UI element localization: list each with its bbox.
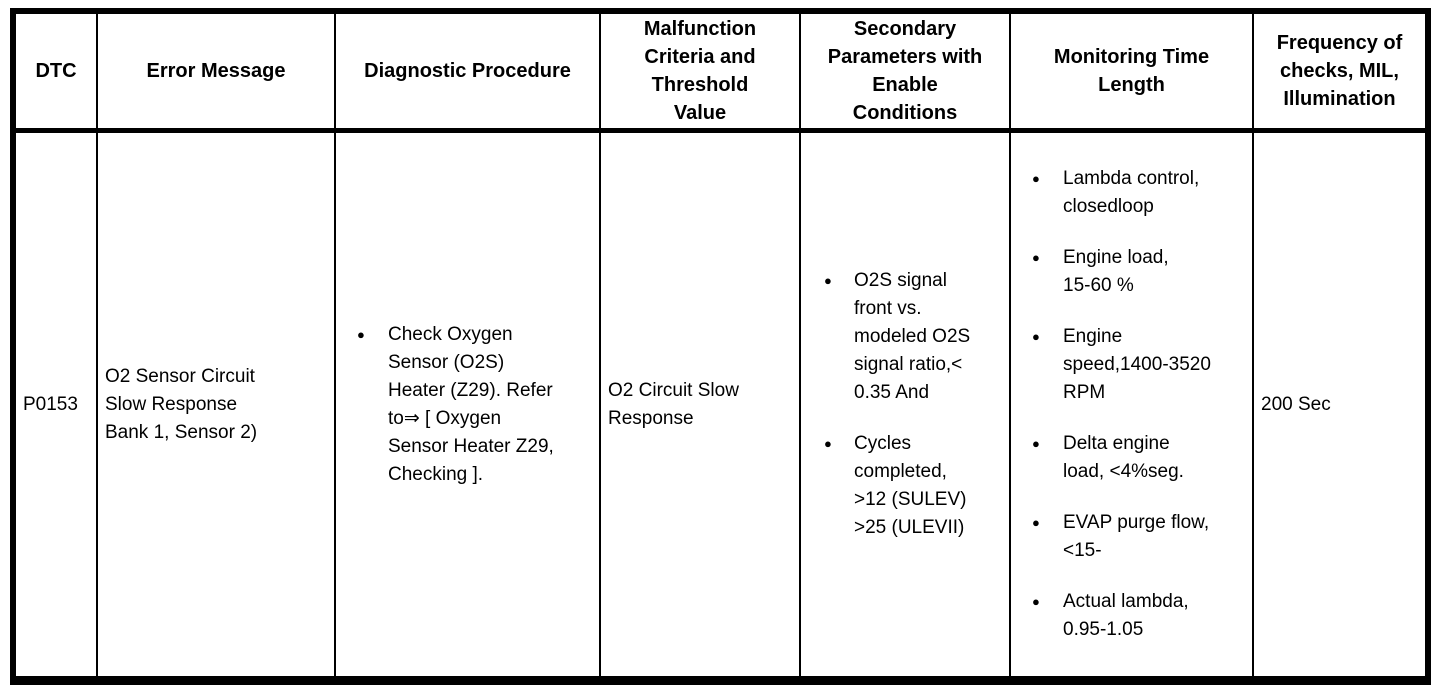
bullet-icon: ● <box>824 273 832 288</box>
list-item: ● Engine speed,1400-3520 RPM <box>1013 323 1248 407</box>
table-data-row: P0153 O2 Sensor Circuit Slow Response Ba… <box>16 133 1425 676</box>
list-item: ● Actual lambda, 0.95-1.05 <box>1013 588 1248 644</box>
list-item-text: Engine speed,1400-3520 RPM <box>1063 326 1211 403</box>
list-item: ● Cycles completed, >12 (SULEV) >25 (ULE… <box>803 430 1005 542</box>
header-error-message: Error Message <box>98 14 336 128</box>
cell-diagnostic-procedure: ● Check Oxygen Sensor (O2S) Heater (Z29)… <box>336 133 601 676</box>
list-item: ● Check Oxygen Sensor (O2S) Heater (Z29)… <box>338 321 595 489</box>
cell-malfunction-criteria: O2 Circuit Slow Response <box>601 133 801 676</box>
diagnostic-trouble-code-table: DTC Error Message Diagnostic Procedure M… <box>10 8 1431 685</box>
cell-monitoring-time: ● Lambda control, closedloop ● Engine lo… <box>1011 133 1254 676</box>
bullet-icon: ● <box>824 436 832 451</box>
list-item: ● Engine load, 15-60 % <box>1013 244 1248 300</box>
cell-dtc-code: P0153 <box>16 133 98 676</box>
list-item: ● Delta engine load, <4%seg. <box>1013 430 1248 486</box>
list-item-text: Engine load, 15-60 % <box>1063 247 1169 296</box>
list-item-text: Cycles completed, >12 (SULEV) >25 (ULEVI… <box>854 433 967 538</box>
list-item-text: Lambda control, closedloop <box>1063 168 1200 217</box>
cell-error-message: O2 Sensor Circuit Slow Response Bank 1, … <box>98 133 336 676</box>
bullet-icon: ● <box>1032 329 1040 344</box>
header-diagnostic-procedure: Diagnostic Procedure <box>336 14 601 128</box>
cell-secondary-parameters: ● O2S signal front vs. modeled O2S signa… <box>801 133 1011 676</box>
table-header-row: DTC Error Message Diagnostic Procedure M… <box>16 14 1425 133</box>
bullet-icon: ● <box>1032 250 1040 265</box>
header-frequency: Frequency of checks, MIL, Illumination <box>1276 32 1403 110</box>
cell-frequency: 200 Sec <box>1261 393 1331 415</box>
list-item: ● O2S signal front vs. modeled O2S signa… <box>803 267 1005 407</box>
list-item-text: O2S signal front vs. modeled O2S signal … <box>854 270 971 403</box>
list-item: ● Lambda control, closedloop <box>1013 165 1248 221</box>
header-dtc: DTC <box>16 14 98 128</box>
header-secondary-parameters: Secondary Parameters with Enable Conditi… <box>801 14 1011 128</box>
bullet-icon: ● <box>357 326 365 342</box>
bullet-icon: ● <box>1032 171 1040 186</box>
bullet-icon: ● <box>1032 594 1040 609</box>
list-item-text: EVAP purge flow, <15- <box>1063 512 1210 561</box>
list-item-text: Check Oxygen Sensor (O2S) Heater (Z29). … <box>388 323 554 485</box>
list-item-text: Actual lambda, 0.95-1.05 <box>1063 591 1189 640</box>
bullet-icon: ● <box>1032 436 1040 451</box>
header-malfunction-criteria: Malfunction Criteria and Threshold Value <box>601 14 801 128</box>
bullet-icon: ● <box>1032 515 1040 530</box>
list-item-text: Delta engine load, <4%seg. <box>1063 433 1184 482</box>
list-item: ● EVAP purge flow, <15- <box>1013 509 1248 565</box>
header-monitoring-time: Monitoring Time Length <box>1011 14 1254 128</box>
